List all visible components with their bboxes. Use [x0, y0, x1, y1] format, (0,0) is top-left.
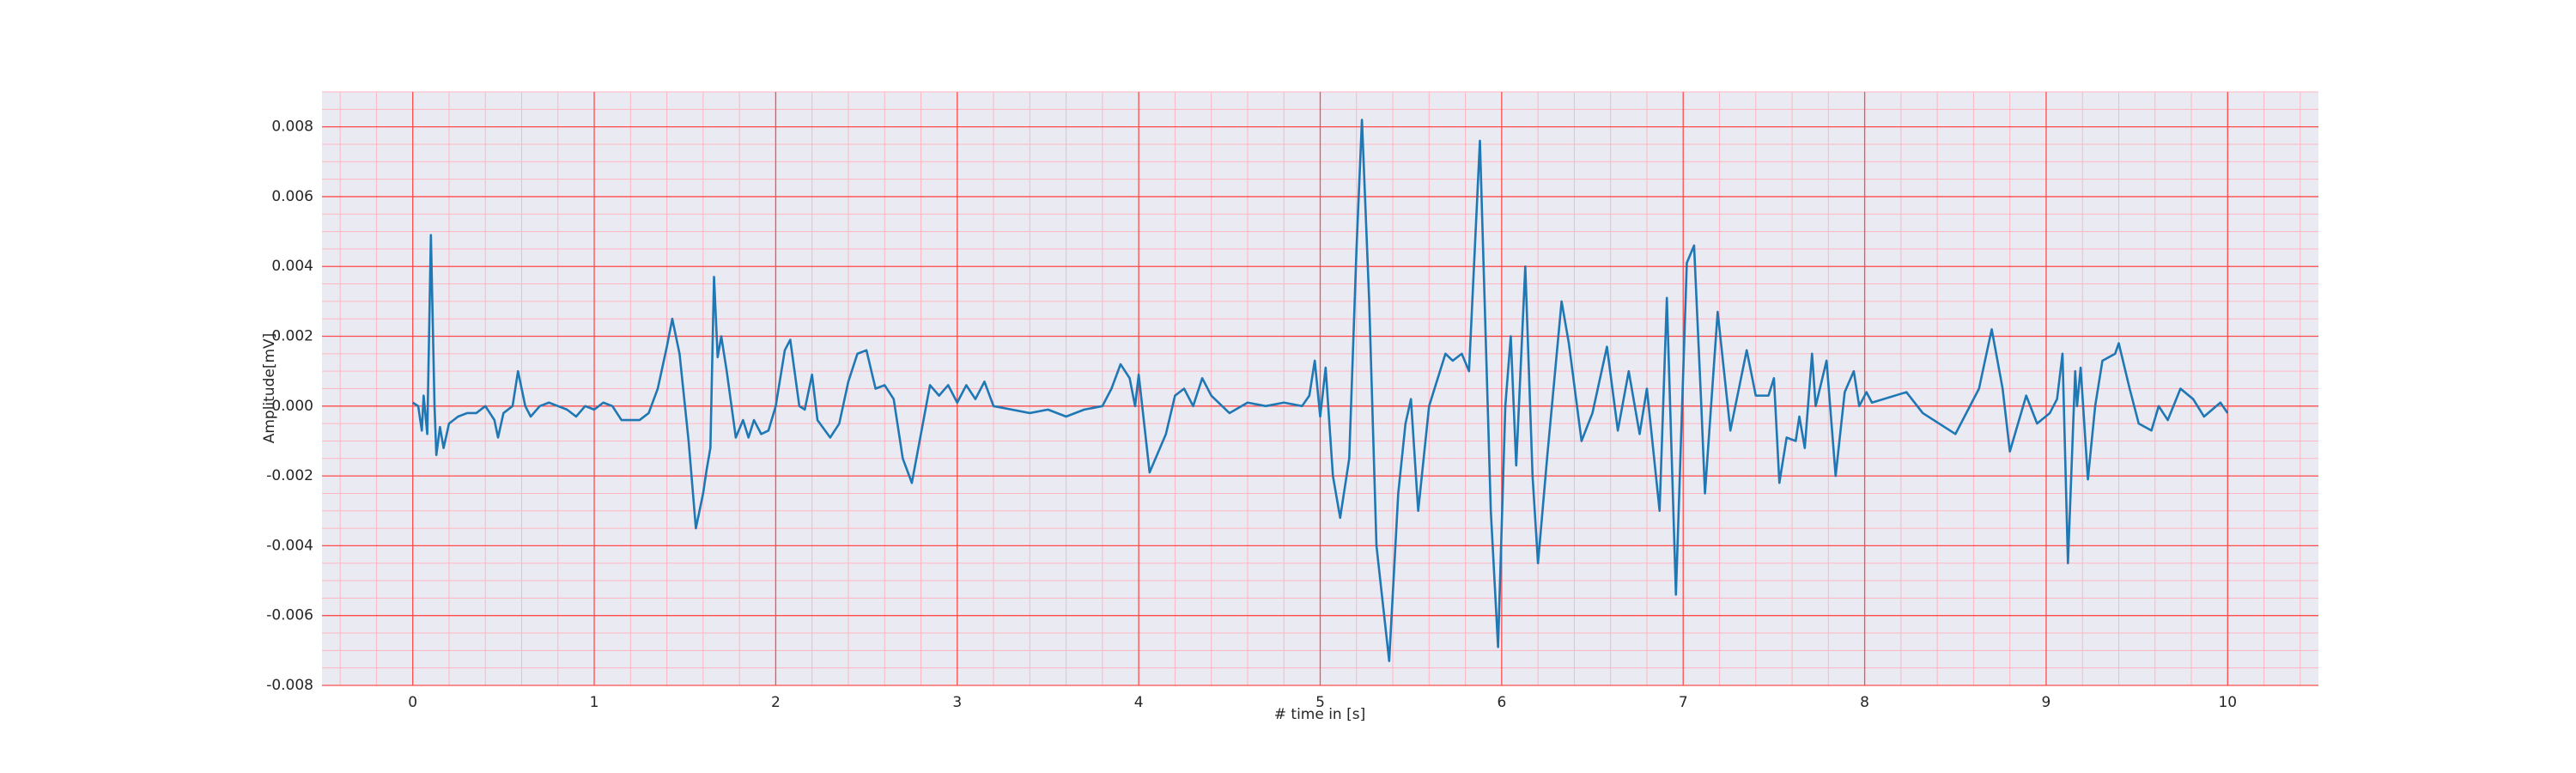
- x-tick-label: 5: [1315, 694, 1325, 711]
- y-tick-label: -0.004: [266, 537, 313, 554]
- x-tick-label: 1: [590, 694, 599, 711]
- y-tick-label: -0.008: [266, 677, 313, 694]
- x-tick-label: 10: [2218, 694, 2237, 711]
- signal-line: [411, 119, 2229, 662]
- y-tick-label: 0.000: [271, 398, 313, 415]
- y-axis-label: Amplitude[mV]: [261, 333, 278, 444]
- y-tick-label: 0.002: [271, 328, 313, 345]
- x-axis-label: # time in [s]: [1274, 706, 1365, 723]
- x-tick-label: 2: [771, 694, 781, 711]
- y-tick-label: -0.006: [266, 607, 313, 624]
- x-tick-label: 9: [2042, 694, 2051, 711]
- y-tick-label: -0.002: [266, 467, 313, 484]
- y-tick-label: 0.008: [271, 119, 313, 136]
- x-tick-label: 0: [408, 694, 417, 711]
- x-tick-label: 8: [1860, 694, 1869, 711]
- x-tick-label: 4: [1134, 694, 1144, 711]
- y-tick-label: 0.006: [271, 188, 313, 205]
- x-tick-label: 3: [952, 694, 962, 711]
- y-tick-label: 0.004: [271, 258, 313, 275]
- x-tick-label: 6: [1497, 694, 1506, 711]
- x-tick-label: 7: [1679, 694, 1688, 711]
